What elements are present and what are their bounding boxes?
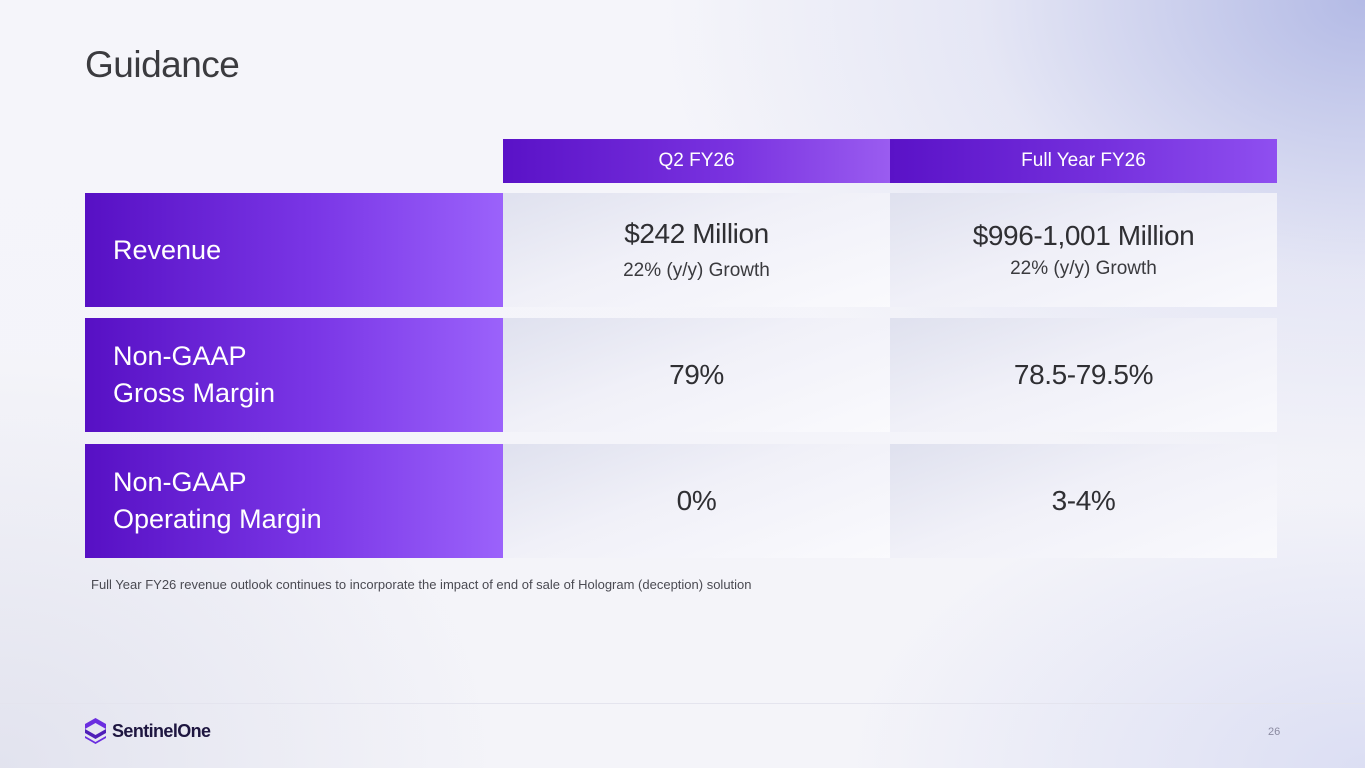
brand-name: SentinelOne	[112, 720, 211, 741]
cell-gross-margin-q2: 79%	[503, 318, 890, 432]
cell-gross-margin-full-year: 78.5-79.5%	[890, 318, 1277, 432]
page-number: 26	[1268, 726, 1281, 738]
row-label-operating-margin: Non-GAAP Operating Margin	[85, 444, 503, 558]
footer-divider	[0, 703, 1365, 704]
growth-revenue-q2: 22% (y/y) Growth	[623, 260, 770, 281]
row-label-line: Revenue	[113, 234, 222, 265]
row-label-revenue: Revenue	[85, 193, 503, 307]
column-header-full-year: Full Year FY26	[890, 139, 1277, 183]
growth-revenue-full-year: 22% (y/y) Growth	[1010, 258, 1157, 279]
value-gross-margin-full-year: 78.5-79.5%	[1013, 359, 1154, 390]
value-operating-margin-q2: 0%	[676, 485, 717, 516]
column-header-q2: Q2 FY26	[503, 139, 890, 183]
value-revenue-full-year: $996-1,001 Million	[972, 220, 1195, 251]
footnote: Full Year FY26 revenue outlook continues…	[91, 577, 752, 592]
row-label-gross-margin: Non-GAAP Gross Margin	[85, 318, 503, 432]
sentinelone-logo: SentinelOne	[85, 718, 211, 744]
row-label-line: Non-GAAP	[113, 341, 247, 371]
row-label-line: Non-GAAP	[113, 467, 247, 497]
cell-revenue-full-year: $996-1,001 Million 22% (y/y) Growth	[890, 193, 1277, 307]
cell-operating-margin-q2: 0%	[503, 444, 890, 558]
row-label-line: Operating Margin	[113, 504, 322, 534]
row-label-line: Gross Margin	[113, 378, 276, 408]
value-operating-margin-full-year: 3-4%	[1051, 485, 1116, 516]
slide-title: Guidance	[85, 44, 240, 85]
cell-revenue-q2: $242 Million 22% (y/y) Growth	[503, 193, 890, 307]
cell-operating-margin-full-year: 3-4%	[890, 444, 1277, 558]
value-revenue-q2: $242 Million	[624, 218, 769, 249]
value-gross-margin-q2: 79%	[669, 359, 724, 390]
sentinelone-logo-icon	[85, 718, 106, 744]
